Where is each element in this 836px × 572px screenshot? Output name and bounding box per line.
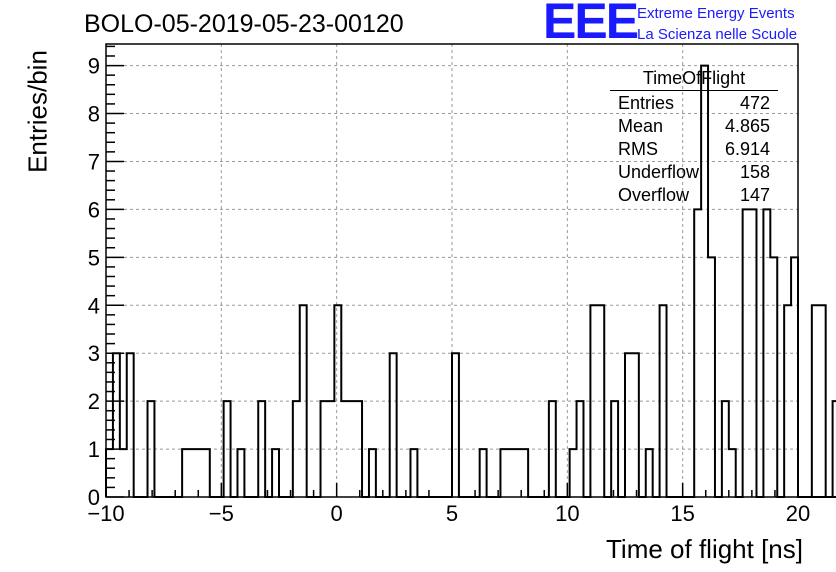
logo-line-2: La Scienza nelle Scuole [637,26,798,43]
stats-label: RMS [618,139,658,159]
x-tick-label: 10 [555,501,579,526]
y-tick-label: 1 [88,437,100,462]
y-tick-label: 6 [88,197,100,222]
stats-value: 472 [739,93,770,113]
x-tick-label: 0 [331,501,343,526]
stats-box: TimeOfFlight Entries 472 Mean 4.865 RMS 6.9… [610,68,778,207]
stats-value: 147 [739,185,770,205]
y-tick-label: 2 [88,389,100,414]
y-tick-label: 7 [88,149,100,174]
stats-value: 6.914 [724,139,770,159]
stats-row-entries: Entries 472 [610,92,778,115]
stats-label: Mean [618,116,664,136]
logo-line-1: Extreme Energy Events [637,5,795,22]
stats-value: 4.865 [724,116,770,136]
x-tick-label: −5 [209,501,234,526]
y-tick-label: 8 [88,102,100,127]
x-tick-label: 20 [786,501,810,526]
y-tick-label: 5 [88,245,100,270]
stats-label: Overflow [618,185,690,205]
stats-row-mean: Mean 4.865 [610,115,778,138]
logo-caption: Extreme Energy Events La Scienza nelle S… [637,3,797,45]
y-tick-label: 3 [88,341,100,366]
x-tick-label: 15 [670,501,694,526]
stats-value: 158 [739,162,770,182]
stats-label: Entries [618,93,675,113]
y-tick-label: 0 [88,485,100,510]
histogram-title: BOLO-05-2019-05-23-00120 [84,10,404,38]
stats-row-rms: RMS 6.914 [610,138,778,161]
eee-logo: EEE [543,0,639,49]
stats-row-underflow: Underflow 158 [610,161,778,184]
x-axis-label: Time of flight [ns] [606,534,803,564]
stats-row-overflow: Overflow 147 [610,184,778,207]
x-tick-label: 5 [446,501,458,526]
stats-label: Underflow [618,162,700,182]
y-tick-label: 9 [88,54,100,79]
stats-title: TimeOfFlight [610,68,778,91]
y-tick-label: 4 [88,293,100,318]
x-tick-label: −10 [87,501,124,526]
